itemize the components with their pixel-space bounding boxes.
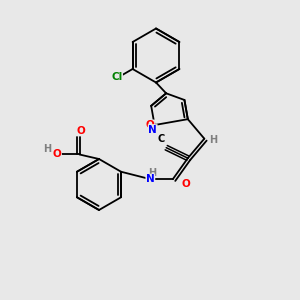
Text: H: H <box>148 168 156 178</box>
Text: H: H <box>209 135 217 145</box>
Text: Cl: Cl <box>111 72 122 82</box>
Text: C: C <box>157 134 164 144</box>
Text: O: O <box>181 179 190 189</box>
Text: O: O <box>146 120 154 130</box>
Text: N: N <box>146 174 155 184</box>
Text: N: N <box>148 125 157 135</box>
Text: H: H <box>43 144 52 154</box>
Text: O: O <box>76 125 85 136</box>
Text: O: O <box>52 149 62 160</box>
